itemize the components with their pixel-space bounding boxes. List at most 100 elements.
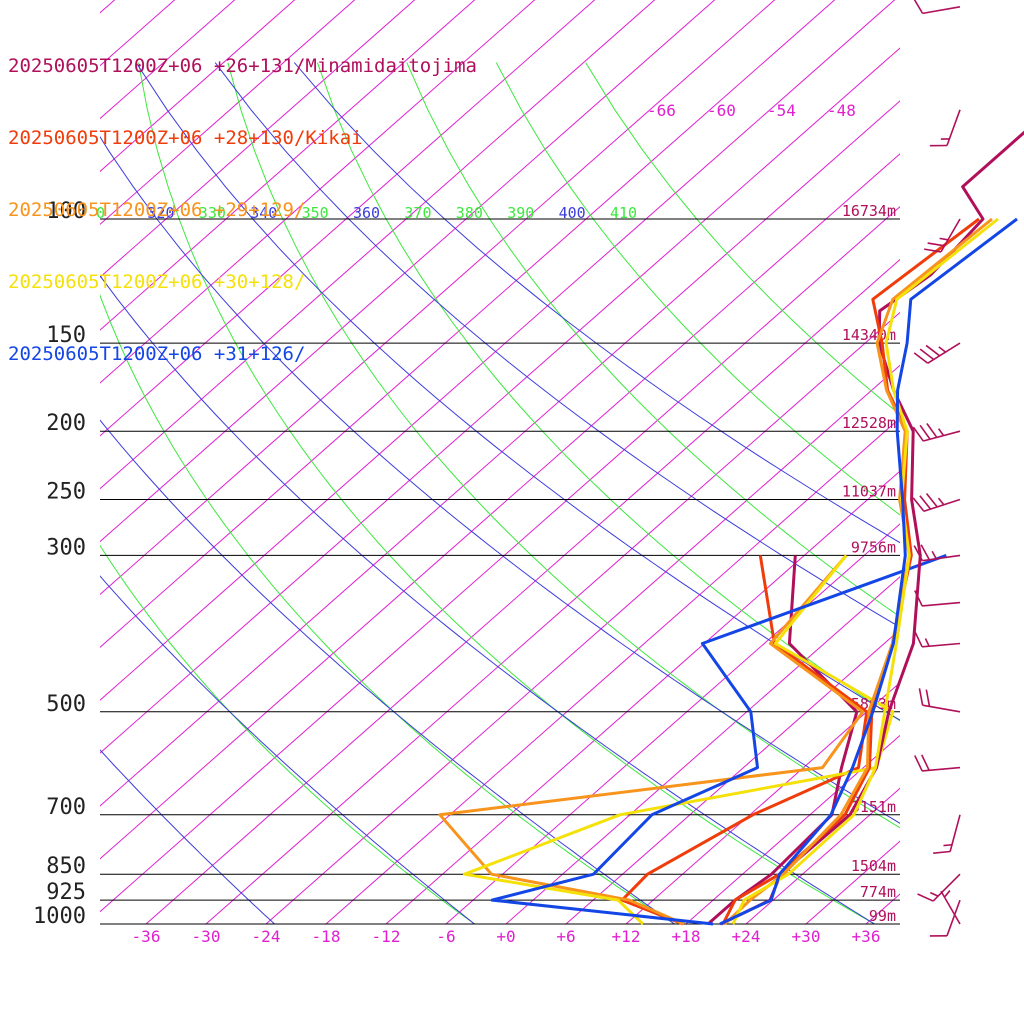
wind-barbs <box>912 0 961 937</box>
dry-adiabat-line <box>495 62 900 516</box>
pressure-label: 850 <box>46 854 86 879</box>
wind-barb <box>929 109 961 147</box>
pressure-label: 500 <box>46 692 86 717</box>
isotherm-line <box>625 681 900 924</box>
pressure-label: 925 <box>46 880 86 905</box>
dry-adiabat-line <box>138 62 876 924</box>
wind-barb <box>918 688 961 713</box>
isotherm-line <box>445 523 900 924</box>
dry-adiabat-line <box>227 62 900 829</box>
isotherm-line <box>100 100 900 807</box>
height-label: 774m <box>860 883 896 901</box>
moist-adiabat-line <box>100 575 476 924</box>
dewpoint-trace-2 <box>620 555 869 926</box>
wind-barb <box>924 218 961 253</box>
upper-isotherm-label: -48 <box>827 101 856 120</box>
isotherm-line <box>325 417 900 924</box>
dry-adiabat-line <box>100 293 676 924</box>
pressure-label: 300 <box>46 535 86 560</box>
wind-barb <box>940 890 961 925</box>
isotherm-line <box>100 0 776 596</box>
wind-barb <box>914 590 961 607</box>
upper-isotherm-label: -54 <box>767 101 796 120</box>
temperature-tick-label: +12 <box>612 927 641 946</box>
theta-label: 370 <box>404 204 431 222</box>
pressure-label: 150 <box>46 323 86 348</box>
theta-label: 410 <box>610 204 637 222</box>
dry-adiabat-line <box>316 62 900 722</box>
isotherm-line <box>205 311 900 924</box>
moist-adiabat-line <box>100 274 876 924</box>
isotherm-line <box>100 0 476 331</box>
temperature-trace-4 <box>731 217 999 925</box>
isotherm-line <box>100 0 536 384</box>
wind-barb <box>914 754 961 772</box>
isotherm-line <box>100 0 356 225</box>
wind-barb <box>912 493 961 513</box>
height-label: 9756m <box>851 538 896 556</box>
isotherm-line <box>145 258 900 924</box>
isotherm-line <box>100 47 900 754</box>
temperature-tick-label: -6 <box>436 927 455 946</box>
height-label: 1504m <box>851 857 896 875</box>
isotherm-line <box>100 0 596 437</box>
temperature-trace-3 <box>723 217 993 926</box>
isotherm-line <box>100 153 900 860</box>
theta-label: 320 <box>147 204 174 222</box>
legend-entry-5: 20250605T1200Z+06 +31+126/ <box>8 343 306 365</box>
moist-adiabat-lines <box>100 62 900 924</box>
temperature-tick-label: -24 <box>252 927 281 946</box>
sounding-traces <box>438 130 1024 926</box>
wind-barb <box>914 631 961 648</box>
isotherm-line <box>100 205 900 913</box>
theta-label: 350 <box>302 204 329 222</box>
dry-adiabat-lines <box>100 62 900 924</box>
height-label: 11037m <box>842 483 896 501</box>
isotherm-line <box>100 0 416 278</box>
height-label: 16734m <box>842 202 896 220</box>
dewpoint-trace-3 <box>438 554 865 926</box>
temperature-tick-label: -12 <box>372 927 401 946</box>
isotherm-line <box>505 576 900 924</box>
temperature-tick-label: +36 <box>852 927 881 946</box>
legend-entry-1: 20250605T1200Z+06 +26+131/Minamidaitojim… <box>8 55 477 77</box>
legend-entry-4: 20250605T1200Z+06 +30+128/ <box>8 271 306 293</box>
height-label: 12528m <box>842 414 896 432</box>
theta-label: 340 <box>250 204 277 222</box>
temperature-trace-5 <box>719 217 1018 926</box>
isotherm-line <box>100 0 716 543</box>
isotherm-line <box>100 0 296 173</box>
theta-label: 330 <box>199 204 226 222</box>
wind-barb <box>917 873 961 902</box>
chart-legend: 20250605T1200Z+06 +26+131/Minamidaitojim… <box>8 6 477 390</box>
theta-label: 390 <box>507 204 534 222</box>
dry-adiabat-line <box>406 62 900 618</box>
isotherm-line <box>565 628 900 924</box>
moist-adiabat-line <box>100 749 276 924</box>
theta-label: 380 <box>456 204 483 222</box>
theta-label: 400 <box>559 204 586 222</box>
temperature-tick-label: +0 <box>496 927 515 946</box>
legend-entry-3: 20250605T1200Z+06 +29+129/ <box>8 199 306 221</box>
height-label: 99m <box>869 907 896 925</box>
pressure-label: 200 <box>46 411 86 436</box>
theta-label: 0 <box>96 204 105 222</box>
isotherm-line <box>926 0 1024 924</box>
moist-adiabat-line <box>100 419 676 924</box>
wind-barb <box>913 544 961 562</box>
pressure-label: 100 <box>46 199 86 224</box>
wind-barb <box>912 423 961 442</box>
upper-isotherm-label: -60 <box>707 101 736 120</box>
dry-adiabat-line <box>100 544 476 924</box>
wind-barb <box>913 342 961 364</box>
wind-barb <box>913 0 961 15</box>
isotherm-line <box>100 0 896 701</box>
temperature-tick-label: -36 <box>132 927 161 946</box>
temperature-tick-label: +24 <box>732 927 761 946</box>
moist-adiabat-line <box>135 62 900 721</box>
isotherm-line <box>100 0 656 490</box>
pressure-label: 1000 <box>33 904 86 929</box>
isotherm-line <box>265 364 900 924</box>
theta-label: 360 <box>353 204 380 222</box>
